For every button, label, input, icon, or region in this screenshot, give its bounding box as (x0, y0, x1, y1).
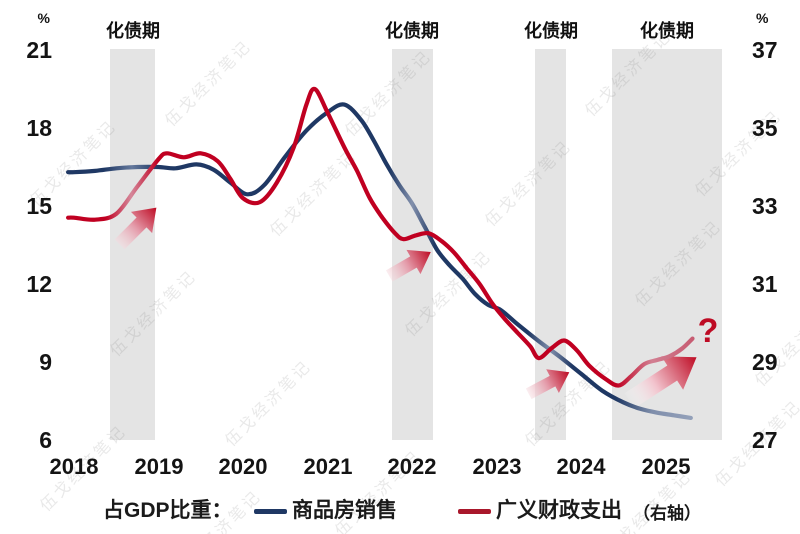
trend-arrow-icon (385, 249, 431, 282)
x-axis-tick-label: 2024 (556, 454, 606, 479)
right-axis-tick-label: 31 (752, 271, 778, 297)
right-axis-unit: % (756, 10, 769, 26)
trend-arrow-icon (114, 207, 157, 250)
x-axis-tick-label: 2022 (387, 454, 437, 479)
debt-resolution-band-label: 化债期 (640, 21, 694, 41)
legend-prefix: 占GDP比重： (103, 499, 233, 522)
series-line-fiscal-expenditure (66, 86, 695, 388)
x-axis-tick-label: 2023 (472, 454, 522, 479)
question-mark-annotation: ? (697, 312, 719, 350)
trend-arrows-group (114, 207, 697, 409)
debt-resolution-band-label: 化债期 (385, 21, 439, 41)
legend-series2-label: 广义财政支出 (496, 499, 622, 522)
x-axis-tick-label: 2025 (641, 454, 691, 479)
debt-resolution-band (392, 49, 433, 440)
series2-line-swatch-icon (458, 509, 491, 514)
right-axis-tick-label: 35 (752, 115, 778, 141)
left-axis-tick-label: 9 (39, 349, 52, 375)
series-line-housing-sales (66, 102, 693, 420)
x-axis-tick-label: 2020 (218, 454, 268, 479)
legend: 占GDP比重： 商品房销售 广义财政支出 （右轴） (0, 497, 800, 529)
trend-arrow-icon (624, 356, 697, 409)
left-axis-tick-label: 21 (26, 37, 52, 63)
left-axis-unit: % (37, 10, 50, 26)
series-lines-group (66, 86, 695, 420)
left-axis-tick-label: 6 (39, 427, 52, 453)
trend-arrow-icon (525, 369, 570, 400)
right-axis-tick-label: 33 (752, 193, 778, 219)
left-axis-tick-label: 18 (26, 115, 52, 141)
x-axis-tick-label: 2019 (134, 454, 184, 479)
debt-resolution-band-label: 化债期 (106, 21, 160, 41)
debt-resolution-band-label: 化债期 (524, 21, 578, 41)
left-axis-tick-label: 12 (26, 271, 52, 297)
debt-resolution-band (110, 49, 155, 440)
x-axis-tick-label: 2018 (49, 454, 99, 479)
right-axis-tick-label: 37 (752, 37, 778, 63)
right-axis-tick-label: 29 (752, 349, 778, 375)
right-axis-tick-label: 27 (752, 427, 778, 453)
legend-series1-label: 商品房销售 (292, 499, 397, 522)
x-axis-tick-label: 2021 (303, 454, 353, 479)
legend-series2-suffix: （右轴） (633, 504, 701, 523)
series1-line-swatch-icon (254, 509, 287, 514)
left-axis-tick-label: 15 (26, 193, 52, 219)
